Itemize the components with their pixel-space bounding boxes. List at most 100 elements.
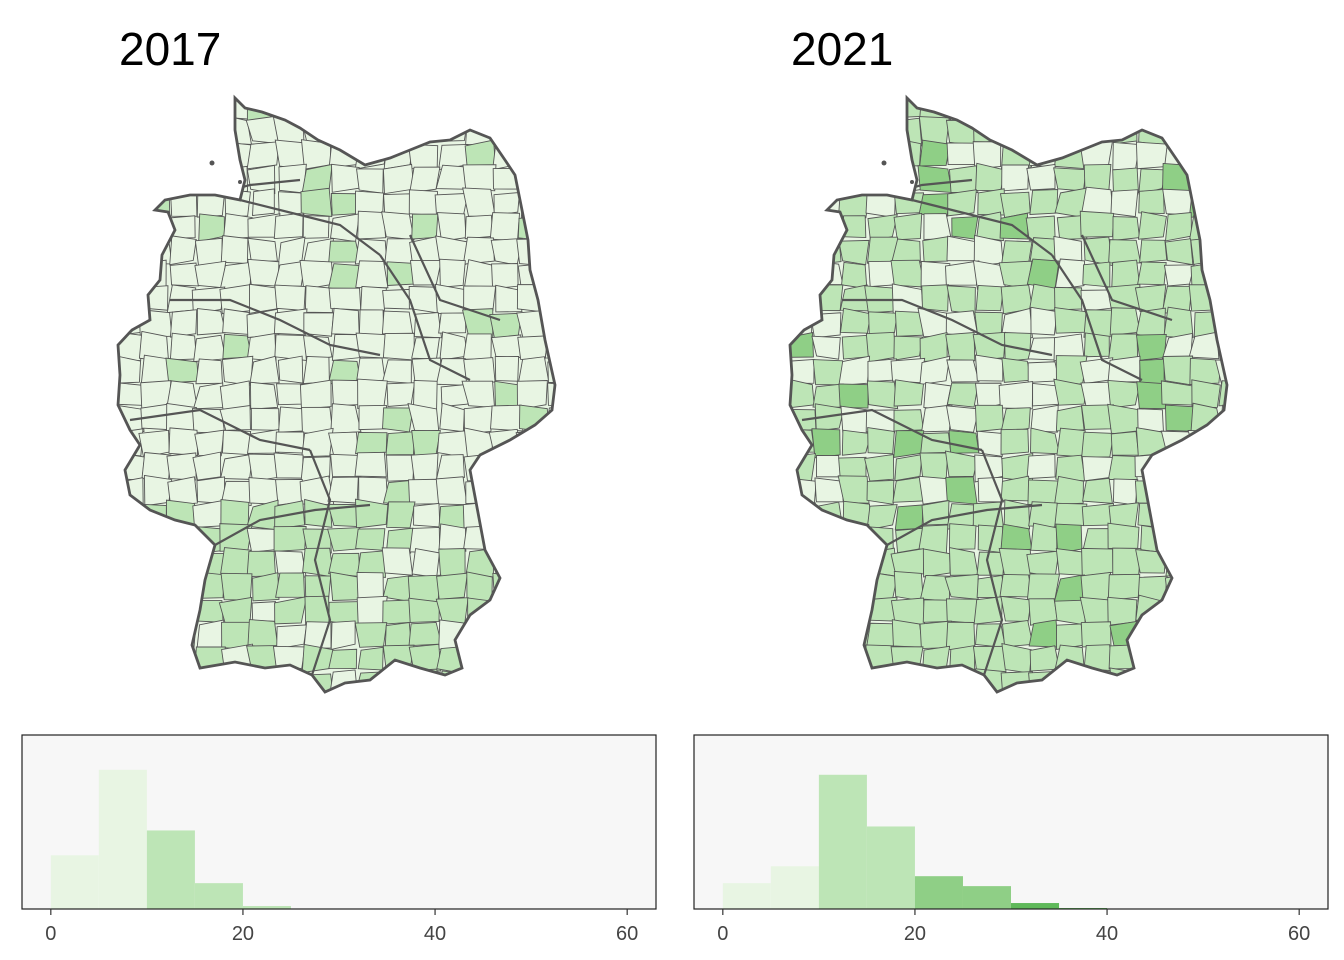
district — [811, 335, 841, 360]
district — [300, 187, 333, 218]
district — [330, 403, 362, 435]
histogram-2017: 0 20 40 60 — [21, 734, 657, 945]
district — [462, 164, 497, 192]
district — [249, 355, 280, 385]
plot-frame — [693, 734, 1329, 910]
district — [945, 332, 976, 362]
district — [166, 452, 197, 481]
district — [438, 312, 467, 334]
district — [300, 456, 331, 483]
histogram-bar — [914, 876, 963, 909]
district — [495, 284, 523, 313]
island — [910, 180, 914, 184]
district — [408, 643, 442, 672]
district — [1053, 378, 1087, 406]
district — [1030, 306, 1058, 336]
tick-label: 20 — [232, 923, 254, 945]
panel-title-2017: 2017 — [119, 23, 222, 75]
tick-label: 0 — [717, 923, 728, 945]
district — [1163, 264, 1195, 287]
district — [868, 311, 898, 338]
district — [277, 355, 304, 384]
state-boundary — [129, 408, 311, 452]
district — [246, 164, 276, 195]
district — [1110, 189, 1139, 218]
district — [409, 166, 441, 194]
district — [977, 476, 1005, 503]
district — [948, 523, 977, 550]
state-boundary — [239, 198, 381, 256]
state-boundary — [980, 449, 1004, 676]
district — [1000, 407, 1031, 435]
district — [1188, 331, 1220, 360]
state-boundary — [379, 254, 471, 381]
district — [919, 355, 951, 386]
district — [169, 262, 200, 287]
district — [299, 379, 332, 410]
district — [893, 212, 923, 241]
district — [1000, 428, 1030, 455]
district — [945, 405, 980, 433]
district — [386, 527, 414, 554]
district — [381, 211, 415, 241]
tick-label: 60 — [1288, 923, 1310, 945]
district — [408, 597, 440, 623]
district — [841, 429, 872, 456]
district — [354, 451, 387, 478]
district — [866, 504, 898, 531]
district — [516, 380, 548, 411]
histogram-bar — [722, 883, 771, 909]
district — [246, 141, 280, 170]
district — [493, 192, 520, 217]
district — [1137, 211, 1167, 240]
district — [1081, 431, 1115, 458]
histogram-bar — [146, 830, 195, 909]
district — [169, 309, 198, 338]
district — [1163, 306, 1194, 339]
tick-label: 60 — [616, 923, 638, 945]
district — [867, 214, 898, 242]
state-boundary — [911, 198, 1053, 256]
histogram-2021: 0 20 40 60 — [693, 734, 1329, 945]
district — [436, 572, 468, 600]
district — [385, 431, 415, 456]
district — [839, 307, 872, 334]
district — [866, 479, 895, 505]
district — [975, 284, 1005, 312]
district — [1191, 379, 1221, 410]
district — [1139, 239, 1168, 263]
district — [1030, 404, 1059, 433]
district — [247, 237, 278, 263]
district — [866, 380, 899, 410]
district — [462, 236, 495, 265]
state-boundary — [170, 298, 381, 357]
island — [238, 180, 242, 184]
state-boundary — [1081, 234, 1173, 322]
district — [252, 188, 275, 217]
state-boundary — [409, 234, 501, 322]
state-boundary — [842, 298, 1053, 357]
district — [252, 572, 280, 602]
district — [328, 648, 358, 669]
district — [867, 427, 895, 455]
district — [974, 354, 1004, 382]
histogram-bar — [194, 883, 243, 909]
district — [838, 239, 870, 266]
district — [1054, 475, 1084, 505]
district — [357, 210, 387, 240]
district — [946, 382, 979, 408]
district — [303, 312, 334, 337]
district — [439, 258, 466, 288]
district — [1001, 164, 1029, 192]
district — [250, 381, 279, 410]
state-boundary — [1051, 254, 1143, 381]
district — [1026, 453, 1056, 480]
island — [881, 160, 887, 166]
district — [893, 379, 924, 407]
district — [1189, 357, 1222, 385]
histogram-bar — [1011, 903, 1060, 909]
state-boundary — [801, 408, 983, 452]
district — [891, 238, 921, 264]
